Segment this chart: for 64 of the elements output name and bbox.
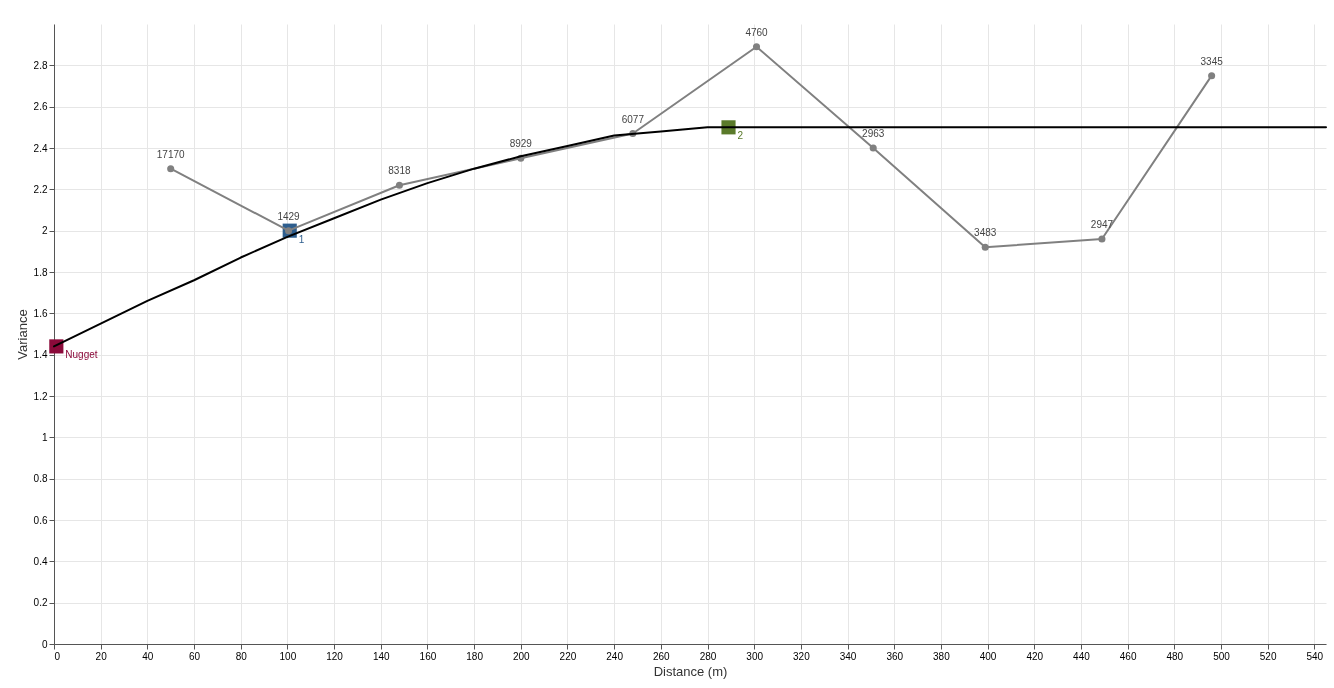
annotation: 2 — [737, 130, 744, 142]
x-tick-label: 260 — [652, 650, 671, 662]
y-tick-label: 1.2 — [33, 390, 48, 402]
y-axis-title: Variance — [14, 309, 30, 360]
annotation: 8318 — [388, 165, 411, 177]
x-tick-label: 300 — [746, 650, 764, 662]
x-tick-label: 280 — [699, 650, 717, 662]
y-tick-label: 1.8 — [33, 266, 48, 278]
x-tick-label: 240 — [606, 650, 624, 662]
x-tick-label: 400 — [979, 650, 997, 662]
point — [1098, 235, 1106, 243]
point — [167, 165, 175, 173]
x-tick-label: 80 — [235, 650, 248, 662]
x-tick-label: 20 — [95, 650, 108, 662]
x-tick-label: 180 — [466, 650, 484, 662]
x-tick-label: 200 — [512, 650, 531, 662]
x-axis-title: Distance (m) — [653, 663, 728, 679]
annotation: 4760 — [745, 26, 769, 38]
point — [752, 43, 761, 51]
point — [869, 144, 877, 152]
x-tick-label: 540 — [1306, 650, 1324, 662]
annotation: 6077 — [621, 113, 645, 125]
y-tick-label: 0.2 — [33, 597, 48, 609]
y-tick-label: 2.2 — [33, 183, 48, 195]
y-tick-label: 2 — [41, 225, 48, 237]
x-tick-label: 340 — [839, 650, 857, 662]
x-tick-label: 0 — [54, 650, 61, 662]
x-tick-label: 320 — [793, 650, 811, 662]
x-tick-label: 160 — [419, 650, 437, 662]
annotation: 2963 — [862, 128, 885, 139]
x-tick-label: 480 — [1166, 650, 1184, 662]
y-tick-label: 0 — [41, 638, 48, 650]
x-tick-label: 140 — [372, 650, 391, 662]
x-tick-label: 420 — [1026, 650, 1044, 662]
x-tick-label: 120 — [326, 650, 344, 662]
y-tick-label: 2.4 — [33, 142, 48, 154]
y-tick-label: 0.6 — [33, 514, 48, 526]
y-tick-label: 2.8 — [33, 59, 48, 71]
x-tick-label: 100 — [279, 650, 297, 662]
x-tick-label: 40 — [142, 650, 154, 662]
annotation: 3483 — [974, 227, 997, 239]
annotation: 8929 — [509, 138, 533, 150]
x-tick-label: 500 — [1213, 650, 1231, 662]
x-tick-label: 360 — [886, 650, 904, 662]
x-tick-label: 460 — [1119, 650, 1137, 662]
y-tick-label: 0.4 — [33, 555, 48, 567]
x-tick-label: 520 — [1259, 650, 1277, 662]
point — [981, 243, 989, 251]
annotation: 1 — [298, 233, 305, 245]
y-tick-label: 2.6 — [33, 101, 48, 113]
x-tick-label: 220 — [559, 650, 577, 662]
y-tick-label: 1.6 — [33, 307, 48, 319]
y-tick-label: 1.4 — [33, 349, 48, 361]
annotation: Nugget — [65, 349, 98, 361]
annotation: 3345 — [1200, 55, 1224, 67]
annotation: 17170 — [156, 148, 186, 160]
x-tick-label: 60 — [188, 650, 201, 662]
annotation: 1429 — [277, 210, 301, 222]
point — [1208, 72, 1216, 80]
x-tick-label: 440 — [1073, 650, 1091, 662]
x-tick-label: 380 — [933, 650, 951, 662]
y-tick-label: 1 — [41, 431, 48, 443]
y-tick-label: 0.8 — [33, 473, 48, 485]
point — [395, 181, 403, 189]
